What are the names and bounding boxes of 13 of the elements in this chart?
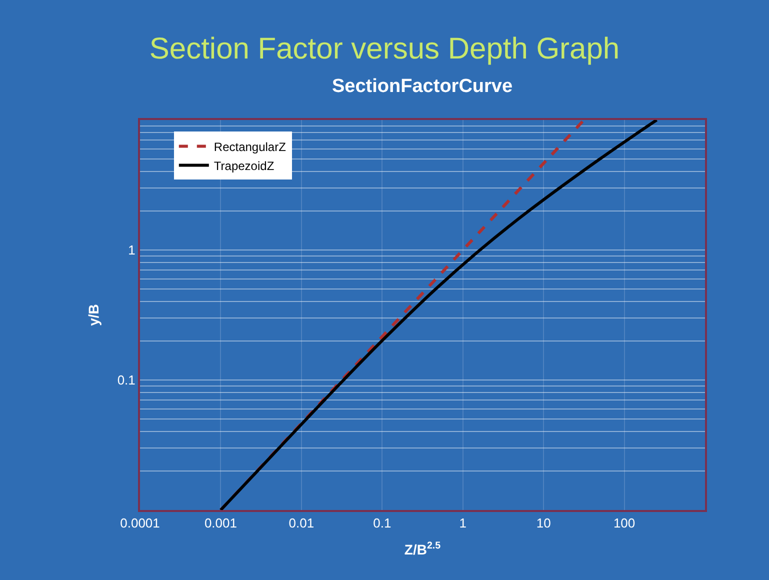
x-tick-label: 10	[536, 516, 551, 531]
x-tick-label: 0.0001	[120, 516, 160, 531]
legend-label: RectangularZ	[214, 140, 286, 154]
legend-label: TrapezoidZ	[214, 158, 274, 173]
x-tick-label: 100	[613, 516, 636, 531]
x-tick-label: 1	[459, 516, 466, 531]
chart-subtitle: SectionFactorCurve	[332, 76, 513, 97]
y-axis-title: y/B	[85, 304, 102, 326]
x-tick-label: 0.01	[288, 516, 314, 531]
x-tick-label: 0.001	[204, 516, 237, 531]
x-tick-label: 0.1	[373, 516, 392, 531]
x-axis-title: Z/B$^{2.5}$	[404, 540, 442, 558]
chart-title: Section Factor versus Depth Graph	[149, 32, 620, 66]
